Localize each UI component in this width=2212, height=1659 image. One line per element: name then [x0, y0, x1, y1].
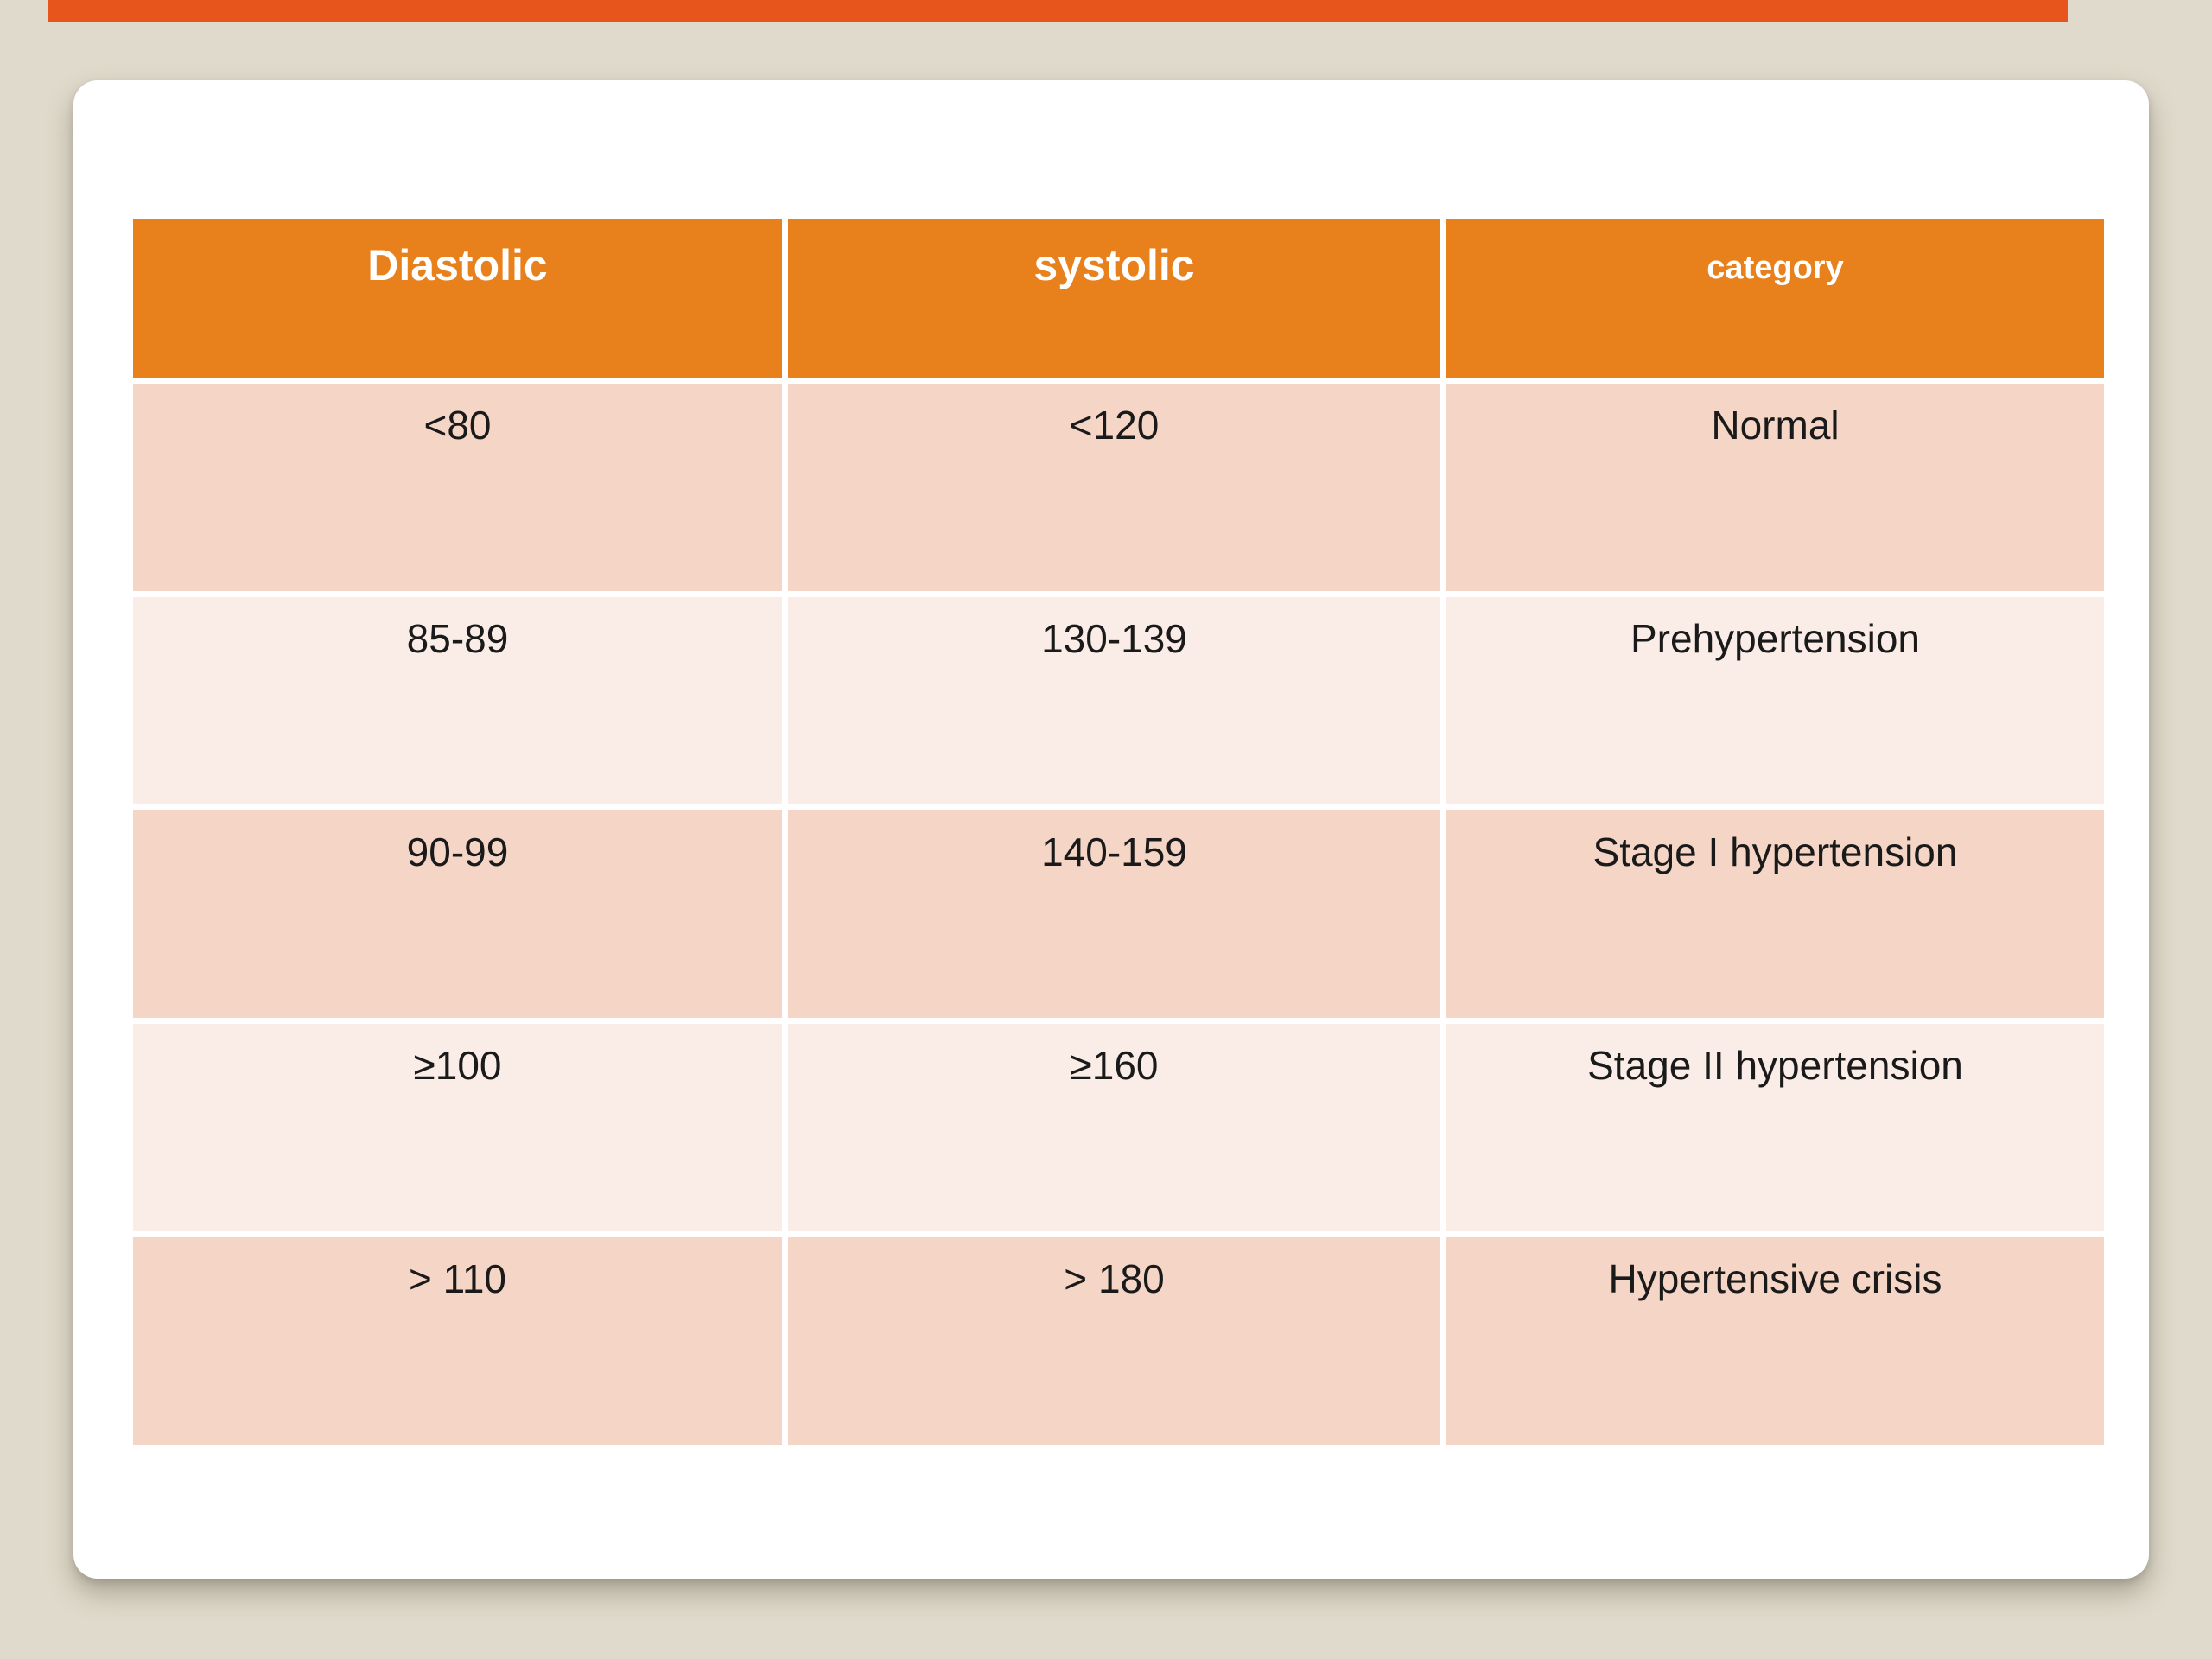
blood-pressure-table: Diastolic systolic category <80 <120 Norma…	[127, 213, 2110, 1451]
table-row: 90-99 140-159 Stage I hypertension	[133, 810, 2104, 1018]
category-cell: Stage II hypertension	[1446, 1024, 2104, 1231]
column-header-category: category	[1446, 219, 2104, 378]
diastolic-cell: ≥100	[133, 1024, 782, 1231]
systolic-cell: > 180	[788, 1237, 1440, 1445]
systolic-cell: ≥160	[788, 1024, 1440, 1231]
column-header-systolic: systolic	[788, 219, 1440, 378]
top-accent-bar	[48, 0, 2068, 22]
header-row: Diastolic systolic category	[133, 219, 2104, 378]
category-cell: Stage I hypertension	[1446, 810, 2104, 1018]
table-body: <80 <120 Normal 85-89 130-139 Prehypertension…	[133, 384, 2104, 1445]
diastolic-cell: > 110	[133, 1237, 782, 1445]
column-header-category-label: category	[1707, 250, 1844, 286]
column-header-diastolic: Diastolic	[133, 219, 782, 378]
diastolic-cell: 85-89	[133, 597, 782, 804]
category-cell: Normal	[1446, 384, 2104, 591]
systolic-cell: 140-159	[788, 810, 1440, 1018]
table-row: 85-89 130-139 Prehypertension	[133, 597, 2104, 804]
systolic-cell: 130-139	[788, 597, 1440, 804]
column-header-systolic-label: systolic	[1033, 241, 1195, 289]
diastolic-cell: <80	[133, 384, 782, 591]
diastolic-cell: 90-99	[133, 810, 782, 1018]
category-cell: Hypertensive crisis	[1446, 1237, 2104, 1445]
slide-card: Diastolic systolic category <80 <120 Norma…	[73, 80, 2149, 1579]
table-row: > 110 > 180 Hypertensive crisis	[133, 1237, 2104, 1445]
column-header-diastolic-label: Diastolic	[367, 241, 548, 289]
systolic-cell: <120	[788, 384, 1440, 591]
table-row: <80 <120 Normal	[133, 384, 2104, 591]
table-row: ≥100 ≥160 Stage II hypertension	[133, 1024, 2104, 1231]
category-cell: Prehypertension	[1446, 597, 2104, 804]
